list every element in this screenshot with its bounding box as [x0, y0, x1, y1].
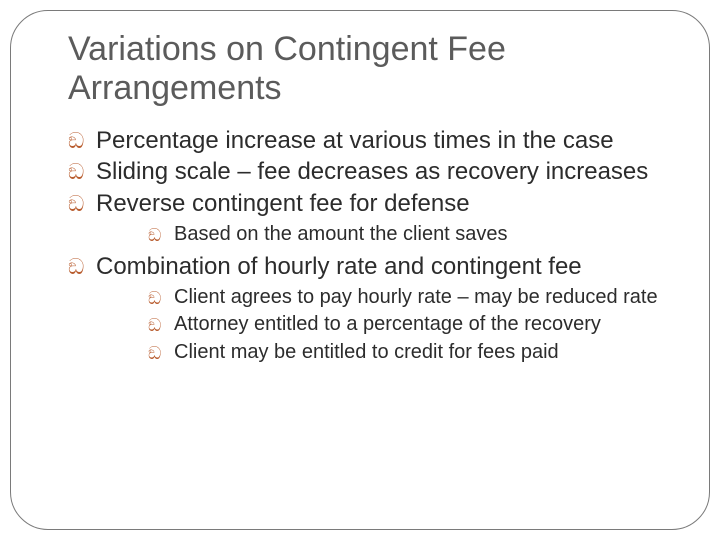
- list-item-text: Client agrees to pay hourly rate – may b…: [174, 286, 658, 308]
- list-item-text: Reverse contingent fee for defense: [96, 190, 470, 217]
- slide: Variations on Contingent Fee Arrangement…: [0, 0, 720, 540]
- list-item-text: Attorney entitled to a percentage of the…: [174, 313, 601, 335]
- list-item: Reverse contingent fee for defense Based…: [68, 189, 682, 248]
- list-item: Percentage increase at various times in …: [68, 126, 682, 155]
- list-item: Attorney entitled to a percentage of the…: [148, 312, 682, 338]
- bullet-list-level2: Client agrees to pay hourly rate – may b…: [148, 285, 682, 366]
- list-item: Client may be entitled to credit for fee…: [148, 340, 682, 366]
- list-item: Sliding scale – fee decreases as recover…: [68, 157, 682, 186]
- slide-body: Percentage increase at various times in …: [38, 126, 682, 365]
- list-item-text: Percentage increase at various times in …: [96, 127, 614, 154]
- slide-title: Variations on Contingent Fee Arrangement…: [68, 30, 668, 108]
- bullet-list-level1: Percentage increase at various times in …: [68, 126, 682, 365]
- bullet-list-level2: Based on the amount the client saves: [148, 222, 682, 248]
- list-item: Client agrees to pay hourly rate – may b…: [148, 285, 682, 311]
- list-item-text: Sliding scale – fee decreases as recover…: [96, 158, 648, 185]
- list-item-text: Based on the amount the client saves: [174, 223, 508, 245]
- list-item: Combination of hourly rate and contingen…: [68, 252, 682, 366]
- list-item: Based on the amount the client saves: [148, 222, 682, 248]
- list-item-text: Combination of hourly rate and contingen…: [96, 253, 582, 280]
- list-item-text: Client may be entitled to credit for fee…: [174, 341, 559, 363]
